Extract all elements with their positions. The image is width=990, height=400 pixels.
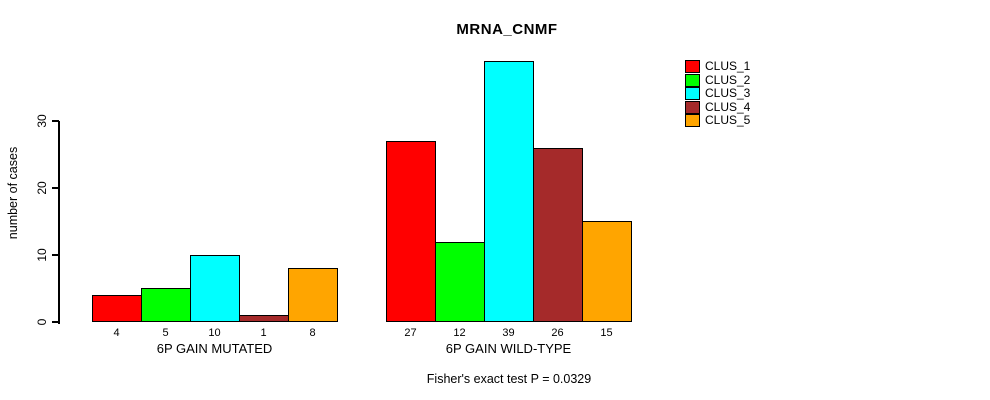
fisher-test-annotation: Fisher's exact test P = 0.0329: [426, 372, 592, 386]
y-axis-tick-label: 0: [35, 318, 49, 326]
y-axis-tick: [52, 187, 59, 189]
y-axis-title: number of cases: [6, 146, 20, 240]
bar-clus_3: [484, 61, 534, 322]
legend-label: CLUS_3: [705, 86, 751, 100]
bar-value-label: 5: [162, 327, 169, 339]
legend-label: CLUS_1: [705, 59, 751, 73]
bar-clus_2: [435, 242, 485, 322]
y-axis-tick-label: 30: [35, 114, 49, 128]
legend-label: CLUS_5: [705, 113, 751, 127]
legend-item: CLUS_5: [685, 113, 751, 128]
y-axis-tick: [52, 321, 59, 323]
bar-clus_5: [288, 268, 338, 322]
bar-value-label: 10: [208, 327, 221, 339]
legend-label: CLUS_2: [705, 72, 751, 87]
bar-clus_3: [190, 255, 240, 322]
legend-swatch-icon: [685, 73, 700, 87]
legend-item: CLUS_2: [685, 72, 751, 88]
y-axis-line: [58, 121, 60, 324]
y-axis-tick-label: 10: [35, 248, 49, 262]
bar-value-label: 39: [502, 327, 515, 339]
legend-swatch-icon: [685, 114, 700, 128]
x-axis-group-label: 6P GAIN MUTATED: [156, 341, 273, 356]
bar-value-label: 27: [404, 327, 417, 339]
bar-value-label: 12: [453, 327, 466, 339]
bar-clus_1: [92, 295, 142, 322]
bar-value-label: 1: [260, 327, 267, 339]
bar-clus_5: [582, 221, 632, 322]
legend: CLUS_1 CLUS_2 CLUS_3 CLUS_4 CLUS_5: [685, 59, 751, 128]
y-axis-tick: [52, 120, 59, 122]
y-axis-tick: [52, 254, 59, 256]
bar-value-label: 26: [551, 327, 564, 339]
legend-item: CLUS_3: [685, 86, 751, 101]
y-axis-tick-label: 20: [35, 181, 49, 195]
bar-clus_4: [239, 315, 289, 322]
x-axis-group-label: 6P GAIN WILD-TYPE: [445, 341, 572, 356]
legend-item: CLUS_1: [685, 59, 751, 74]
legend-swatch-icon: [685, 87, 700, 101]
bar-value-label: 15: [600, 327, 613, 339]
bar-clus_2: [141, 288, 191, 322]
bar-clus_4: [533, 148, 583, 322]
legend-label: CLUS_4: [705, 99, 751, 114]
legend-swatch-icon: [685, 60, 700, 74]
legend-item: CLUS_4: [685, 99, 751, 115]
chart-title: MRNA_CNMF: [456, 21, 558, 38]
legend-swatch-icon: [685, 100, 700, 114]
bar-value-label: 8: [309, 327, 316, 339]
bar-clus_1: [386, 141, 436, 322]
bar-value-label: 4: [113, 327, 120, 339]
